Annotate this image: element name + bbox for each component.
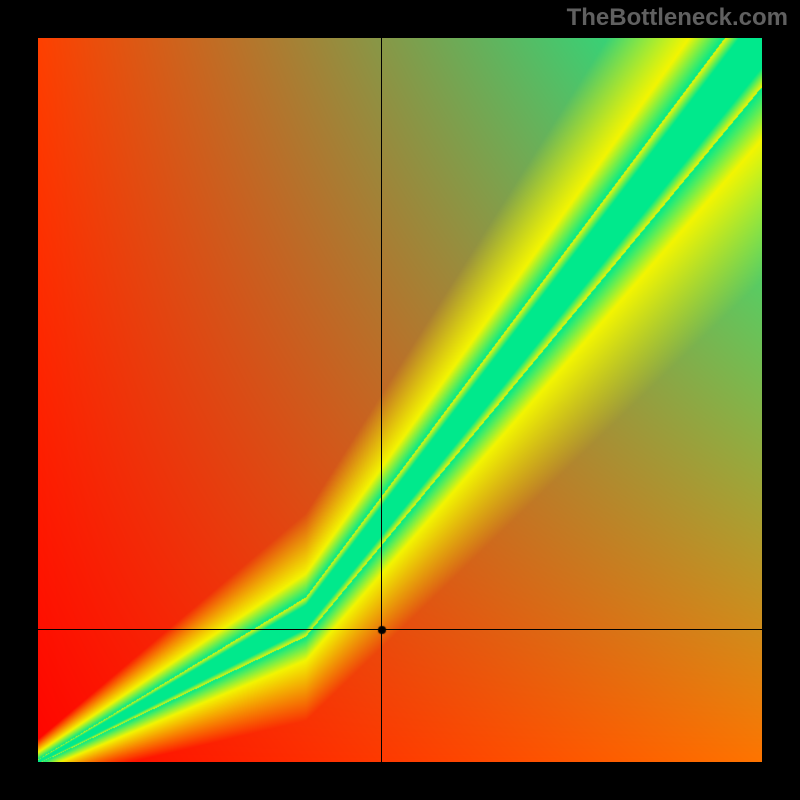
crosshair-vertical	[381, 38, 382, 762]
heatmap-canvas	[38, 38, 762, 762]
chart-container: TheBottleneck.com	[0, 0, 800, 800]
crosshair-horizontal	[38, 629, 762, 630]
crosshair-dot	[377, 625, 387, 635]
watermark-text: TheBottleneck.com	[567, 4, 788, 32]
